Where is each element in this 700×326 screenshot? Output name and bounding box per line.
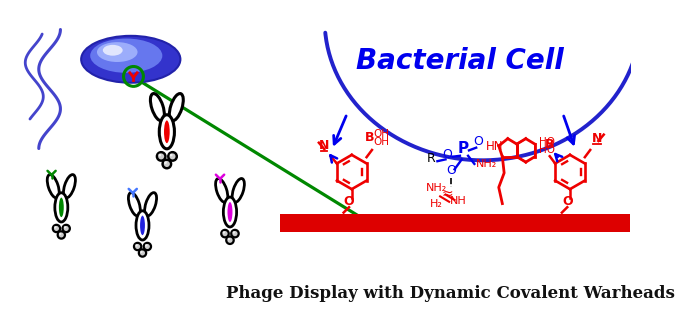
Bar [279, 215, 629, 232]
Ellipse shape [144, 243, 151, 250]
Text: NH₂: NH₂ [476, 159, 498, 169]
Ellipse shape [232, 179, 244, 202]
Ellipse shape [55, 193, 68, 222]
Text: OH: OH [374, 129, 390, 139]
Ellipse shape [231, 230, 239, 237]
Ellipse shape [162, 160, 171, 168]
Ellipse shape [136, 211, 149, 240]
Text: N: N [592, 132, 603, 145]
Text: OH: OH [374, 138, 390, 147]
Ellipse shape [140, 216, 145, 235]
Ellipse shape [221, 230, 229, 237]
Text: O: O [446, 164, 456, 177]
Ellipse shape [103, 45, 122, 56]
Ellipse shape [168, 152, 177, 161]
Text: NH₂: NH₂ [426, 183, 447, 193]
Ellipse shape [64, 175, 76, 198]
Ellipse shape [90, 38, 162, 73]
Ellipse shape [128, 193, 140, 216]
Text: B: B [365, 131, 374, 144]
Text: HO: HO [539, 145, 555, 155]
Text: NH: NH [450, 196, 466, 206]
Ellipse shape [145, 244, 148, 246]
Ellipse shape [57, 231, 65, 239]
Ellipse shape [52, 225, 60, 232]
Text: ≈: ≈ [442, 187, 453, 201]
Ellipse shape [150, 94, 164, 121]
Text: Phage Display with Dynamic Covalent Warheads: Phage Display with Dynamic Covalent Warh… [227, 285, 676, 302]
Ellipse shape [228, 238, 230, 240]
Ellipse shape [47, 175, 60, 198]
Ellipse shape [216, 179, 228, 202]
Ellipse shape [62, 225, 70, 232]
Ellipse shape [59, 198, 64, 217]
Text: HN: HN [486, 141, 503, 153]
Ellipse shape [223, 231, 225, 234]
Ellipse shape [158, 154, 161, 156]
Ellipse shape [135, 244, 138, 246]
Text: H₂: H₂ [430, 199, 443, 209]
Ellipse shape [169, 154, 172, 156]
Ellipse shape [81, 36, 181, 83]
Ellipse shape [160, 115, 174, 149]
Text: B: B [545, 138, 554, 151]
Text: O: O [473, 135, 483, 148]
Text: O: O [442, 148, 452, 161]
Text: O: O [344, 195, 354, 208]
Text: O: O [562, 195, 573, 208]
Text: P: P [458, 141, 469, 156]
Ellipse shape [54, 226, 57, 229]
Ellipse shape [139, 249, 146, 257]
Ellipse shape [134, 243, 141, 250]
Ellipse shape [97, 42, 137, 62]
Ellipse shape [64, 226, 66, 229]
Ellipse shape [59, 232, 62, 235]
Ellipse shape [226, 236, 234, 244]
Text: Bacterial Cell: Bacterial Cell [356, 47, 564, 75]
Text: HO: HO [539, 137, 555, 146]
Ellipse shape [228, 202, 232, 222]
Ellipse shape [232, 231, 235, 234]
Ellipse shape [223, 197, 237, 227]
Ellipse shape [164, 161, 167, 164]
Ellipse shape [140, 251, 143, 253]
Ellipse shape [157, 152, 165, 161]
Ellipse shape [169, 94, 183, 121]
Text: N: N [319, 139, 330, 152]
Ellipse shape [145, 193, 157, 216]
Text: R: R [427, 152, 435, 165]
Ellipse shape [164, 120, 169, 143]
